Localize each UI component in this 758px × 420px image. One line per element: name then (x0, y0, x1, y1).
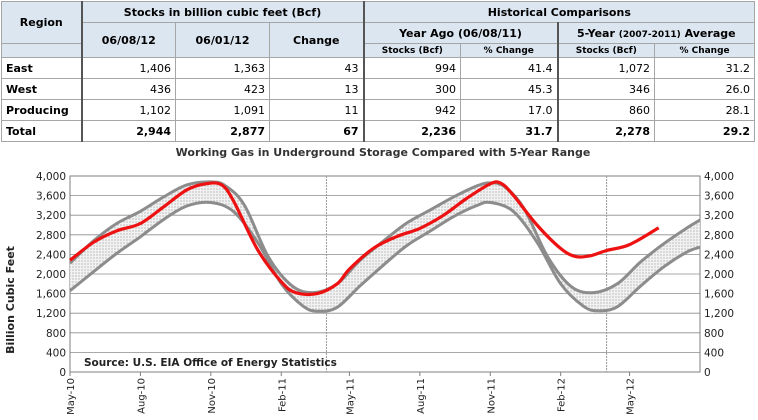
cell-fy-stocks: 2,278 (557, 120, 656, 142)
chart-title: Working Gas in Underground Storage Compa… (176, 146, 591, 159)
cell-change: 67 (268, 120, 365, 142)
cell-d1: 436 (81, 78, 176, 100)
stocks-header: Stocks in billion cubic feet (Bcf) (80, 1, 365, 23)
y-tick-label-right: 800 (704, 328, 724, 340)
row-region: Total (1, 120, 83, 142)
y-tick-label-left: 3,200 (36, 210, 66, 222)
y-tick-label-left: 2,800 (36, 230, 66, 242)
y-tick-label-right: 400 (704, 347, 724, 359)
y-tick-label-left: 3,600 (36, 191, 66, 203)
cell-d2: 1,091 (175, 99, 270, 121)
plot-area: 0 0 400 400 800 800 1,200 1,200 1,600 1,600 2,000 2… (36, 171, 734, 415)
col-change: Change (268, 22, 365, 58)
cell-ya-stocks: 2,236 (363, 120, 462, 142)
x-tick-label: Nov-10 (207, 378, 218, 414)
x-tick-label: Feb-11 (277, 378, 288, 412)
cell-ya-pct: 31.7 (460, 120, 559, 142)
cell-d1: 2,944 (81, 120, 176, 142)
cell-fy-pct: 31.2 (654, 57, 756, 79)
sub-fy-pct: % Change (654, 43, 756, 58)
col-date1: 06/08/12 (81, 22, 176, 58)
y-tick-label-right: 2,800 (704, 230, 734, 242)
five-year-range: (2007-2011) (618, 29, 681, 40)
y-tick-label-left: 400 (46, 347, 66, 359)
y-tick-label-left: 1,200 (36, 308, 66, 320)
range-max-line (68, 180, 701, 295)
cell-ya-stocks: 942 (363, 99, 462, 121)
region-header: Region (1, 1, 83, 44)
source-note: Source: U.S. EIA Office of Energy Statis… (84, 357, 337, 369)
row-region: West (1, 78, 83, 100)
stocks-table: Region Stocks in billion cubic feet (Bcf… (1, 1, 756, 142)
x-tick-label: Feb-12 (557, 378, 568, 412)
five-year-main: 5-Year (577, 26, 615, 40)
y-tick-label-right: 1,200 (704, 308, 734, 320)
table-row: East 1,406 1,363 43 994 41.4 1,072 31.2 (1, 57, 756, 79)
x-tick-label: May-10 (66, 378, 77, 415)
y-tick-label-left: 800 (46, 328, 66, 340)
cell-change: 11 (268, 99, 365, 121)
y-tick-label-left: 0 (59, 367, 66, 379)
y-tick-label-left: 1,600 (36, 289, 66, 301)
storage-chart: Working Gas in Underground Storage Compa… (4, 146, 734, 415)
y-tick-label-right: 2,000 (704, 269, 734, 281)
cell-d2: 423 (175, 78, 270, 100)
x-tick-label: May-11 (345, 378, 356, 415)
y-tick-label-right: 0 (704, 367, 711, 379)
cell-ya-pct: 41.4 (460, 57, 559, 79)
cell-ya-stocks: 300 (363, 78, 462, 100)
cell-fy-pct: 29.2 (654, 120, 756, 142)
y-tick-label-left: 4,000 (36, 171, 66, 183)
cell-d2: 1,363 (175, 57, 270, 79)
five-year-header: 5-Year (2007-2011) Average (557, 22, 756, 44)
y-tick-label-left: 2,000 (36, 269, 66, 281)
x-tick-label: May-12 (626, 378, 637, 415)
current-storage-line (69, 180, 660, 297)
cell-d1: 1,406 (81, 57, 176, 79)
cell-ya-stocks: 994 (363, 57, 462, 79)
five-year-tail: Average (684, 26, 736, 40)
cell-ya-pct: 45.3 (460, 78, 559, 100)
cell-fy-pct: 26.0 (654, 78, 756, 100)
x-tick-label: Aug-11 (416, 378, 427, 414)
y-tick-label-right: 1,600 (704, 289, 734, 301)
y-axis-label: Billion Cubic Feet (4, 246, 17, 354)
cell-change: 13 (268, 78, 365, 100)
total-row: Total 2,944 2,877 67 2,236 31.7 2,278 29… (1, 120, 756, 142)
range-min-line (69, 200, 701, 313)
cell-ya-pct: 17.0 (460, 99, 559, 121)
cell-fy-stocks: 860 (557, 99, 656, 121)
y-tick-label-right: 2,400 (704, 249, 734, 261)
cell-d1: 1,102 (81, 99, 176, 121)
sub-ya-stocks: Stocks (Bcf) (363, 43, 462, 58)
sub-ya-pct: % Change (460, 43, 559, 58)
five-year-range-band (70, 181, 700, 312)
x-tick-label: Nov-11 (486, 378, 497, 414)
table-row: West 436 423 13 300 45.3 346 26.0 (1, 78, 756, 100)
y-tick-label-right: 3,600 (704, 191, 734, 203)
row-region: Producing (1, 99, 83, 121)
y-tick-label-right: 4,000 (704, 171, 734, 183)
cell-d2: 2,877 (175, 120, 270, 142)
cell-fy-stocks: 346 (557, 78, 656, 100)
col-date2: 06/01/12 (175, 22, 270, 58)
table-row: Producing 1,102 1,091 11 942 17.0 860 28… (1, 99, 756, 121)
y-tick-label-left: 2,400 (36, 249, 66, 261)
cell-fy-stocks: 1,072 (557, 57, 656, 79)
row-region: East (1, 57, 83, 79)
x-tick-label: Aug-10 (136, 378, 147, 414)
region-subheader-blank (1, 43, 83, 58)
y-tick-label-right: 3,200 (704, 210, 734, 222)
year-ago-header: Year Ago (06/08/11) (363, 22, 559, 44)
historical-header: Historical Comparisons (363, 1, 756, 23)
sub-fy-stocks: Stocks (Bcf) (557, 43, 656, 58)
cell-change: 43 (268, 57, 365, 79)
cell-fy-pct: 28.1 (654, 99, 756, 121)
